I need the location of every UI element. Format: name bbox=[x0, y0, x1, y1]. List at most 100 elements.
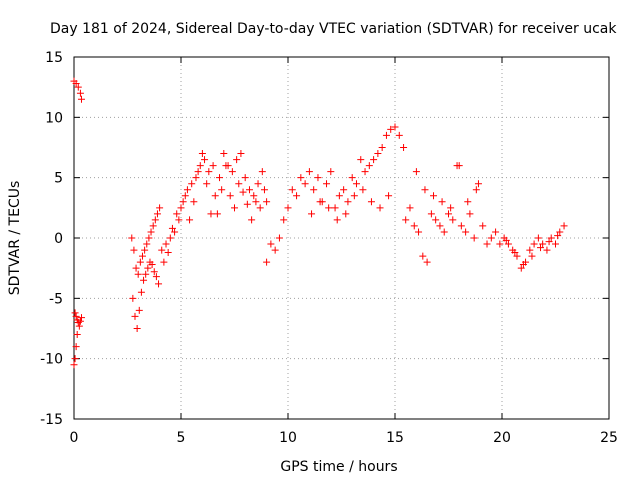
data-point bbox=[75, 322, 83, 330]
data-point bbox=[376, 204, 384, 212]
data-point bbox=[177, 204, 185, 212]
data-point bbox=[378, 144, 386, 151]
data-point bbox=[142, 270, 150, 278]
data-point bbox=[250, 192, 258, 200]
grid bbox=[73, 56, 610, 420]
data-point bbox=[216, 174, 224, 182]
data-point bbox=[173, 210, 181, 218]
data-point bbox=[479, 222, 487, 230]
data-point bbox=[141, 246, 149, 254]
data-point bbox=[423, 258, 431, 266]
data-point bbox=[464, 198, 472, 206]
data-point bbox=[310, 186, 318, 194]
data-point bbox=[365, 162, 373, 170]
data-point bbox=[462, 228, 470, 236]
data-point bbox=[543, 246, 551, 254]
data-point bbox=[440, 228, 448, 236]
data-point bbox=[245, 186, 253, 194]
data-point bbox=[519, 261, 527, 269]
y-axis: -15 -10 -5 0 5 10 15 bbox=[40, 50, 609, 428]
x-axis-label: GPS time / hours bbox=[280, 459, 397, 475]
data-point bbox=[293, 192, 301, 200]
data-point bbox=[136, 258, 144, 266]
data-point bbox=[406, 204, 414, 212]
data-point bbox=[254, 180, 262, 188]
data-point bbox=[348, 174, 356, 182]
x-tick-label: 15 bbox=[386, 430, 404, 446]
data-point bbox=[70, 361, 78, 369]
data-point bbox=[153, 210, 161, 218]
data-point bbox=[502, 236, 510, 244]
data-point bbox=[213, 210, 221, 218]
data-point bbox=[301, 180, 309, 188]
data-point bbox=[258, 168, 266, 176]
data-point bbox=[455, 162, 463, 170]
data-point bbox=[71, 355, 79, 363]
data-point bbox=[314, 174, 322, 182]
data-point bbox=[305, 168, 313, 176]
data-point bbox=[135, 306, 143, 314]
data-point bbox=[179, 198, 187, 206]
data-point bbox=[352, 180, 360, 188]
data-point bbox=[72, 343, 80, 351]
data-point bbox=[196, 162, 204, 170]
data-point bbox=[474, 180, 482, 188]
chart-title: Day 181 of 2024, Sidereal Day-to-day VTE… bbox=[50, 21, 617, 37]
data-point bbox=[466, 210, 474, 218]
data-point bbox=[166, 234, 174, 242]
data-point bbox=[222, 162, 230, 170]
data-point bbox=[333, 216, 341, 224]
data-point bbox=[492, 228, 500, 236]
data-point bbox=[560, 222, 568, 230]
data-point bbox=[241, 174, 249, 182]
data-point bbox=[430, 192, 438, 200]
data-point bbox=[137, 288, 145, 296]
data-point bbox=[483, 240, 491, 248]
data-point bbox=[76, 317, 84, 325]
data-point bbox=[143, 240, 151, 248]
data-point bbox=[288, 186, 296, 194]
data-point bbox=[526, 246, 534, 254]
data-point bbox=[539, 240, 547, 248]
data-point bbox=[181, 192, 189, 200]
data-point bbox=[308, 210, 316, 218]
data-point bbox=[186, 216, 194, 224]
data-point bbox=[77, 314, 85, 322]
data-point bbox=[164, 248, 172, 256]
data-point bbox=[168, 224, 176, 232]
data-point bbox=[438, 198, 446, 206]
data-point bbox=[211, 192, 219, 200]
data-point bbox=[243, 200, 251, 208]
data-point bbox=[158, 246, 166, 254]
data-point bbox=[149, 222, 157, 230]
data-point bbox=[256, 204, 264, 212]
data-points bbox=[70, 77, 568, 369]
data-point bbox=[496, 240, 504, 248]
data-point bbox=[316, 198, 324, 206]
data-point bbox=[323, 180, 331, 188]
data-point bbox=[134, 270, 142, 278]
data-point bbox=[387, 125, 395, 133]
data-point bbox=[152, 273, 160, 281]
data-point bbox=[534, 234, 542, 242]
data-point bbox=[72, 80, 80, 88]
x-tick-label: 5 bbox=[177, 430, 186, 446]
data-point bbox=[528, 252, 536, 260]
data-point bbox=[248, 216, 256, 224]
data-point bbox=[432, 216, 440, 224]
data-point bbox=[150, 268, 158, 276]
data-point bbox=[547, 234, 555, 242]
data-point bbox=[73, 331, 81, 339]
data-point bbox=[74, 83, 82, 91]
data-point bbox=[552, 240, 559, 248]
data-point bbox=[231, 204, 238, 212]
data-point bbox=[162, 240, 170, 248]
data-point bbox=[218, 186, 226, 194]
data-point bbox=[447, 204, 455, 212]
y-axis-label: SDTVAR / TECUs bbox=[7, 181, 23, 296]
data-point bbox=[183, 186, 191, 194]
data-point bbox=[260, 186, 268, 194]
data-point bbox=[402, 216, 410, 224]
data-point bbox=[205, 168, 213, 176]
